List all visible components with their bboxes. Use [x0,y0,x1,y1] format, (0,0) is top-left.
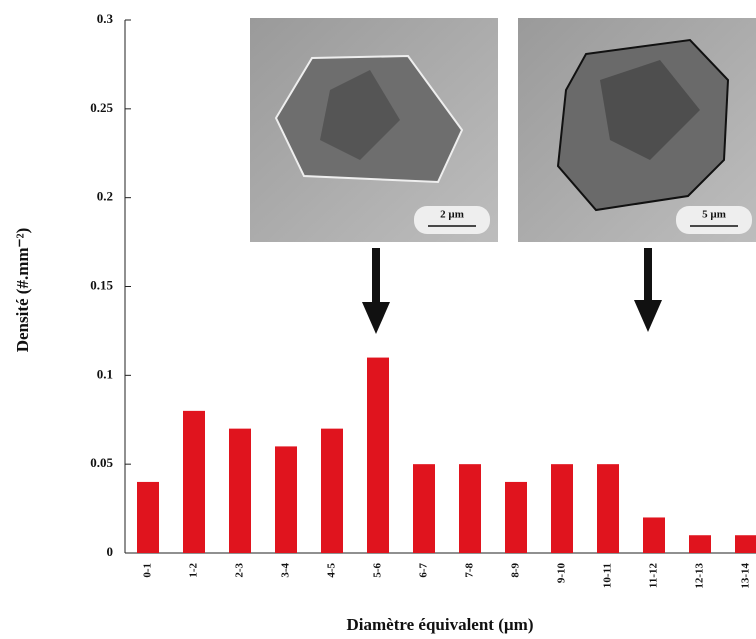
x-tick-label: 3-4 [280,563,292,578]
x-tick-label: 10-11 [602,563,614,588]
bar [275,446,297,553]
x-tick-label: 11-12 [648,563,660,589]
bar [459,464,481,553]
y-tick-label: 0.05 [90,455,113,470]
inset-image: 5 µm [518,18,756,242]
x-tick-label: 9-10 [556,563,568,584]
x-tick-label: 8-9 [510,563,522,578]
bar [413,464,435,553]
y-tick-label: 0 [107,544,114,559]
bar [367,357,389,553]
bar [183,410,205,553]
arrow [362,248,390,334]
bar [689,535,711,553]
x-tick-label: 1-2 [188,563,200,578]
bar [735,535,756,553]
x-tick-label: 13-14 [740,563,752,589]
y-tick-label: 0.15 [90,277,113,292]
x-tick-label: 0-1 [142,563,154,578]
arrow [634,248,662,332]
x-tick-label: 4-5 [326,563,338,578]
bar [505,481,527,553]
y-tick-label: 0.2 [97,189,113,204]
scale-label: 2 µm [440,209,464,221]
x-tick-label: 5-6 [372,563,384,578]
scale-label: 5 µm [702,209,726,221]
bar [321,428,343,553]
y-axis-label: Densité (#.mm⁻²) [13,228,32,353]
bar [551,464,573,553]
inset-image: 2 µm [250,18,498,242]
y-tick-label: 0.1 [97,366,113,381]
x-tick-label: 7-8 [464,563,476,578]
x-tick-label: 12-13 [694,563,706,589]
x-axis-label: Diamètre équivalent (µm) [347,615,534,634]
bar [597,464,619,553]
x-tick-label: 2-3 [234,563,246,578]
bar [643,517,665,553]
x-tick-label: 6-7 [418,563,430,578]
bar [229,428,251,553]
y-tick-label: 0.3 [97,11,114,26]
y-tick-label: 0.25 [90,100,113,115]
bar [137,481,159,553]
